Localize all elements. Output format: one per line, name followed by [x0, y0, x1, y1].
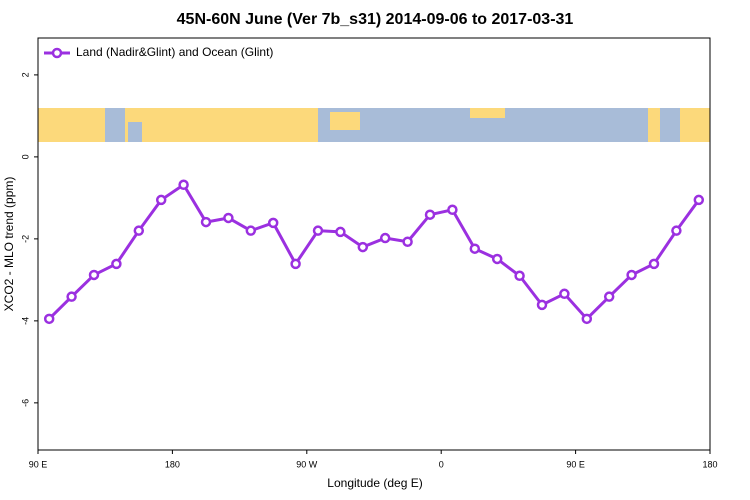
- point: [626, 269, 637, 281]
- point: [267, 217, 279, 229]
- point: [491, 253, 503, 265]
- point: [447, 204, 458, 216]
- point: [559, 288, 570, 300]
- x-tick-label: 180: [165, 459, 180, 469]
- point: [693, 194, 705, 206]
- point: [379, 232, 391, 244]
- point: [200, 216, 212, 228]
- point: [424, 209, 436, 220]
- point: [133, 225, 145, 236]
- x-tick-label: 90 E: [566, 459, 585, 469]
- point: [536, 299, 548, 311]
- x-tick-label: 90 E: [29, 459, 48, 469]
- x-tick-label: 180: [702, 459, 717, 469]
- point: [514, 270, 525, 282]
- map-land: [330, 112, 360, 130]
- point: [111, 258, 122, 270]
- point: [603, 291, 615, 302]
- point: [290, 258, 301, 270]
- point: [312, 225, 324, 236]
- point: [155, 194, 167, 206]
- point: [245, 225, 257, 236]
- point: [648, 258, 660, 270]
- x-tick-label: 90 W: [296, 459, 318, 469]
- point: [178, 179, 189, 191]
- map-band: [38, 108, 710, 142]
- y-axis-label: XCO2 - MLO trend (ppm): [2, 177, 16, 312]
- point: [335, 226, 346, 238]
- y-tick-label: 0: [20, 154, 30, 159]
- y-tick-label: -4: [20, 317, 30, 325]
- y-tick-label: -6: [20, 399, 30, 407]
- series-line: [48, 182, 701, 321]
- point: [223, 212, 234, 224]
- map-ocean: [128, 122, 142, 142]
- point: [469, 243, 481, 254]
- y-tick-label: -2: [20, 235, 30, 243]
- legend-marker: [51, 47, 63, 59]
- legend-label: Land (Nadir&Glint) and Ocean (Glint): [76, 45, 273, 59]
- point: [88, 269, 100, 281]
- x-axis-label: Longitude (deg E): [327, 476, 422, 490]
- chart-title: 45N-60N June (Ver 7b_s31) 2014-09-06 to …: [177, 11, 574, 28]
- point: [402, 236, 413, 247]
- map-land: [470, 108, 505, 118]
- x-tick-label: 0: [439, 459, 444, 469]
- y-tick-label: 2: [20, 72, 30, 77]
- map-ocean: [105, 108, 125, 142]
- point: [43, 313, 55, 325]
- point: [66, 291, 77, 302]
- point: [581, 313, 593, 325]
- point: [671, 225, 682, 236]
- map-ocean: [660, 108, 680, 142]
- point: [357, 241, 369, 253]
- plot-frame: [37, 37, 711, 451]
